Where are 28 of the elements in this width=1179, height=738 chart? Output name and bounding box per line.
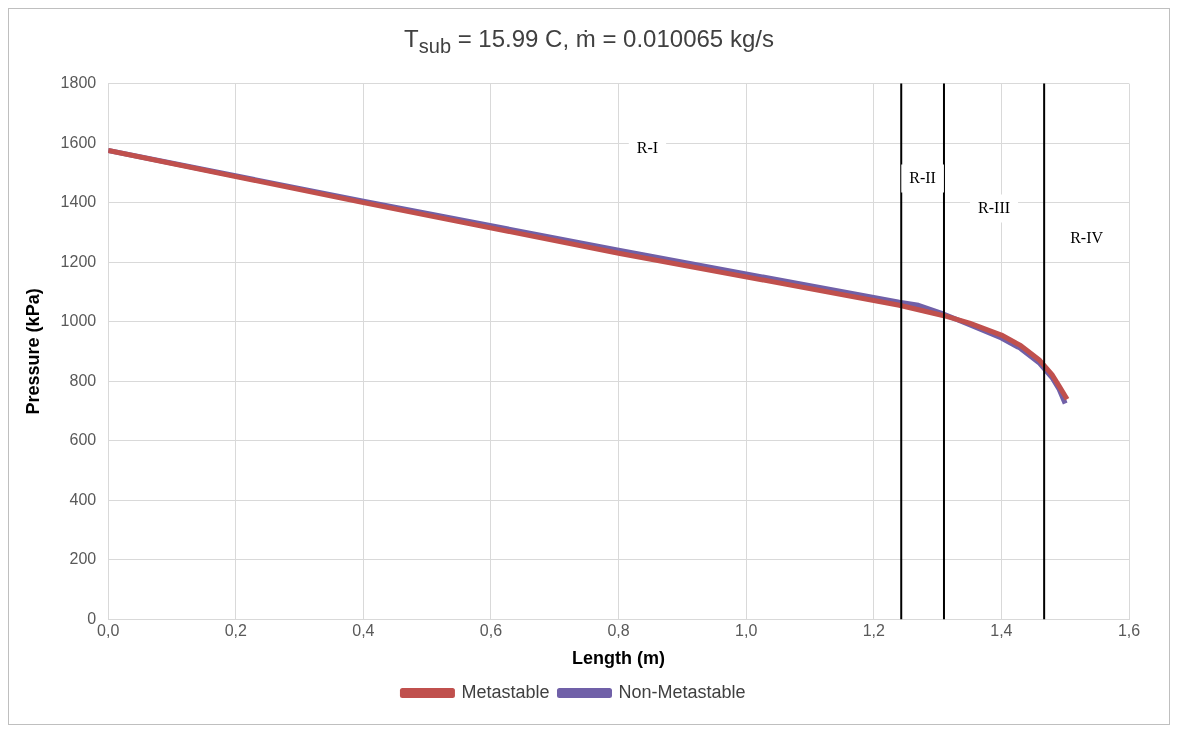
y-tick-label: 1800 — [60, 73, 97, 91]
x-tick-label: 1,2 — [862, 622, 886, 639]
y-axis-title: Pressure (kPa) — [22, 288, 43, 415]
x-tick-label: 0,0 — [97, 622, 120, 639]
y-tick-label: 1600 — [60, 133, 97, 151]
annotation: R-IV — [1070, 228, 1104, 246]
x-tick-label: 1,6 — [1117, 622, 1141, 639]
y-tick-label: 800 — [69, 371, 97, 389]
x-tick-label: 0,4 — [352, 622, 375, 639]
x-tick-label: 1,0 — [735, 622, 758, 639]
x-tick-label: 0,2 — [224, 622, 248, 639]
x-tick-label: 0,8 — [607, 622, 630, 639]
y-tick-label: 1200 — [60, 252, 97, 270]
annotation: R-III — [978, 198, 1011, 216]
chart-title: T$_{sub}$ = 15.99 C, ṁ = 0.010065 kg/s — [403, 24, 775, 59]
annotation: R-I — [636, 138, 659, 156]
x-tick-label: 0,6 — [479, 622, 503, 639]
legend-label: Non-Metastable — [618, 681, 746, 702]
y-tick-label: 0 — [87, 609, 97, 627]
x-tick-label: 1,4 — [990, 622, 1013, 639]
y-tick-label: 1400 — [60, 192, 97, 210]
y-tick-label: 400 — [69, 490, 97, 508]
legend-label: Metastable — [461, 681, 550, 702]
y-tick-label: 200 — [69, 549, 97, 567]
y-tick-label: 600 — [69, 430, 97, 448]
y-tick-label: 1000 — [60, 311, 97, 329]
annotation: R-II — [909, 168, 936, 186]
x-axis-title: Length (m) — [572, 647, 666, 668]
